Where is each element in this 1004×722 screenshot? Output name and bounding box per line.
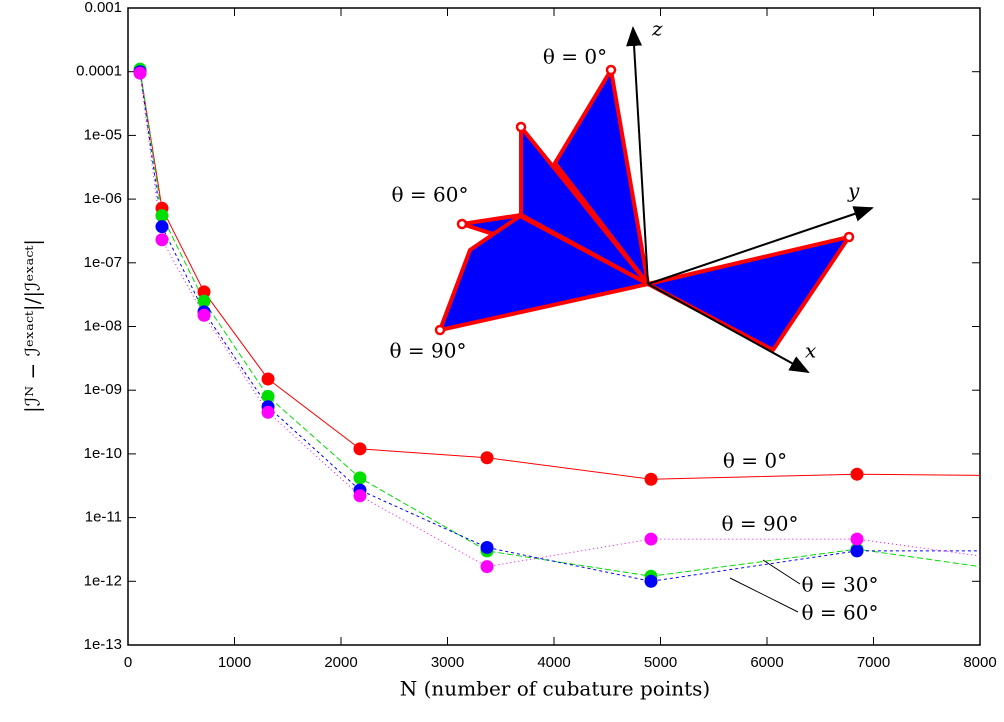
y-tick-label: 1e-11 [85, 509, 122, 526]
arrow [647, 283, 810, 373]
y-tick-label: 1e-08 [84, 317, 122, 334]
data-point [155, 220, 169, 234]
series-label: θ = 0° [723, 449, 787, 473]
data-point [353, 442, 367, 456]
x-tick-label: 5000 [644, 654, 677, 671]
x-tick-label: 8000 [963, 654, 996, 671]
y-tick-label: 1e-07 [84, 254, 122, 271]
x-tick-label: 4000 [537, 654, 570, 671]
y-tick-label: 1e-09 [84, 381, 122, 398]
data-point [480, 451, 494, 465]
series-label: θ = 30° [802, 573, 879, 597]
data-point [197, 294, 211, 308]
y-tick-label: 1e-05 [84, 126, 122, 143]
arrow [626, 26, 649, 285]
inset-label: y [847, 179, 860, 203]
data-point [644, 574, 658, 588]
x-tick-label: 2000 [324, 654, 357, 671]
axes-arrows [626, 26, 874, 373]
inset-label: θ = 60° [392, 183, 469, 207]
data-point [353, 471, 367, 485]
data-point [197, 308, 211, 322]
triangle [646, 235, 851, 352]
x-tick-label: 6000 [750, 654, 783, 671]
data-point [850, 544, 864, 558]
y-tick-label: 0.0001 [76, 63, 122, 80]
arrow [647, 206, 874, 285]
data-point [197, 285, 211, 299]
y-axis-title: |ℐᴺ − ℐᵉˣᵃᶜᵗ|/|ℐᵉˣᵃᶜᵗ| [21, 239, 46, 413]
data-point [155, 209, 169, 223]
vertex [605, 64, 617, 76]
vertex [843, 231, 855, 243]
y-tick-label: 1e-12 [84, 572, 122, 589]
data-point [480, 560, 494, 574]
data-point [261, 389, 275, 403]
leader-line [729, 577, 799, 613]
y-tick-label: 1e-13 [84, 636, 122, 653]
data-point [155, 233, 169, 247]
data-point [261, 372, 275, 386]
vertex [434, 324, 446, 336]
series-line [139, 73, 981, 568]
series-line [139, 68, 981, 577]
data-point [644, 532, 658, 546]
inset-label: x [805, 339, 816, 363]
data-point [480, 540, 494, 554]
data-point [261, 405, 275, 419]
y-tick-label: 1e-10 [84, 445, 122, 462]
x-tick-label: 1000 [218, 654, 251, 671]
leader-line [762, 559, 801, 585]
x-axis-title: N (number of cubature points) [400, 677, 710, 701]
x-tick-label: 0 [124, 654, 132, 671]
series-line [139, 71, 980, 582]
x-tick-label: 7000 [857, 654, 890, 671]
inset-label: θ = 0° [543, 45, 607, 69]
inset-diagram [434, 64, 855, 352]
data-point [353, 489, 367, 503]
data-point [133, 66, 147, 80]
inset-label: z [651, 17, 663, 41]
vertex [515, 121, 527, 133]
data-point [850, 467, 864, 481]
vertex [456, 218, 468, 230]
x-tick-label: 3000 [431, 654, 464, 671]
inset-label: θ = 90° [390, 339, 467, 363]
series-label: θ = 60° [802, 601, 879, 625]
data-point [644, 472, 658, 486]
series-label: θ = 90° [722, 512, 799, 536]
y-tick-label: 1e-06 [84, 190, 122, 207]
triangle [438, 214, 650, 332]
y-tick-label: 0.001 [84, 0, 122, 16]
data-point [850, 532, 864, 546]
